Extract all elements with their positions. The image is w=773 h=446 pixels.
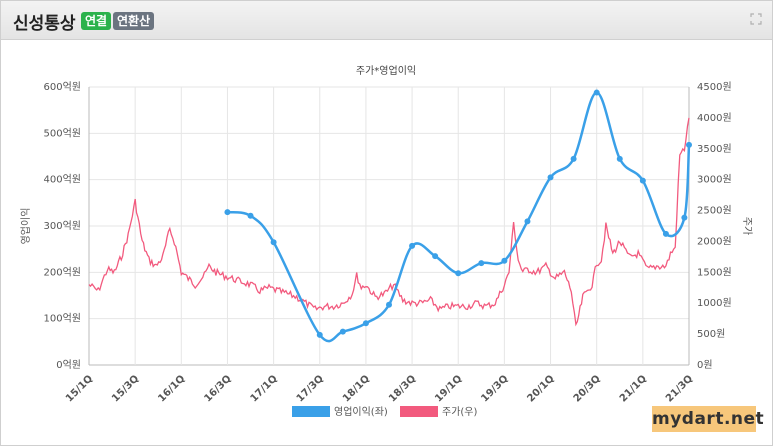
series-layer [88, 89, 692, 343]
right-tick-label: 500원 [697, 328, 725, 340]
right-tick-label: 1500원 [697, 266, 732, 278]
expand-icon[interactable] [750, 13, 762, 25]
right-tick-label: 2500원 [697, 205, 732, 217]
x-axis-ticks: 15/1Q 15/3Q 16/1Q 16/3Q 17/1Q 17/3Q 18/1Q 18/3Q… [64, 373, 695, 404]
right-tick-label: 4000원 [697, 112, 732, 124]
left-tick-label: 100억원 [44, 313, 82, 325]
left-axis-label: 영업이익 [19, 208, 32, 245]
legend-label-stock-price[interactable]: 주가(우) [442, 406, 478, 418]
x-tick-label: 16/1Q [156, 373, 187, 404]
left-tick-label: 300억원 [44, 220, 82, 232]
company-name: 신성통상 [13, 14, 76, 34]
x-tick-label: 15/3Q [110, 373, 141, 404]
right-tick-label: 3500원 [697, 143, 732, 155]
operating-profit-point [501, 257, 508, 264]
operating-profit-point [316, 331, 323, 338]
left-tick-label: 600억원 [44, 81, 82, 93]
operating-profit-point [639, 177, 646, 184]
legend-swatch-operating-profit[interactable] [292, 406, 330, 417]
x-tick-label: 18/1Q [341, 373, 372, 404]
stock-price-line [88, 117, 690, 327]
operating-profit-point [247, 212, 254, 219]
left-tick-label: 500억원 [44, 127, 82, 139]
operating-profit-point [616, 155, 623, 162]
right-tick-label: 3000원 [697, 174, 732, 186]
operating-profit-point [455, 270, 462, 277]
operating-profit-point [570, 155, 577, 162]
left-tick-label: 200억원 [44, 266, 82, 278]
right-axis-label: 주가 [741, 217, 753, 235]
legend-label-operating-profit[interactable]: 영업이익(좌) [334, 405, 388, 418]
operating-profit-point [386, 301, 392, 308]
consolidated-badge[interactable]: 연결 [81, 12, 112, 30]
left-tick-label: 0억원 [56, 359, 81, 371]
operating-profit-point [524, 218, 531, 225]
x-tick-label: 15/1Q [64, 373, 95, 404]
operating-profit-point [432, 253, 439, 260]
operating-profit-point [662, 230, 669, 237]
x-tick-label: 18/3Q [387, 373, 418, 404]
left-axis-ticks: 0억원 100억원 200억원 300억원 400억원 500억원 600억원 [44, 81, 82, 371]
x-tick-label: 16/3Q [202, 373, 233, 404]
annualized-badge[interactable]: 연환산 [113, 12, 155, 30]
operating-profit-point [409, 242, 416, 249]
panel-header: 신성통상 연결 연환산 [1, 1, 772, 40]
x-tick-label: 17/3Q [295, 373, 326, 404]
x-tick-label: 21/1Q [618, 373, 649, 404]
operating-profit-point [362, 320, 369, 327]
operating-profit-point [224, 209, 231, 216]
x-tick-label: 17/1Q [249, 373, 280, 404]
legend-swatch-stock-price[interactable] [400, 406, 438, 417]
left-tick-label: 400억원 [44, 174, 82, 186]
x-tick-label: 19/1Q [433, 373, 464, 404]
right-tick-label: 1000원 [697, 297, 732, 309]
operating-profit-point [681, 214, 688, 221]
grid-lines [88, 86, 690, 366]
operating-profit-point [547, 174, 554, 181]
x-tick-label: 20/1Q [526, 373, 557, 404]
legend: 영업이익(좌) 주가(우) [292, 405, 478, 418]
x-tick-label: 21/3Q [664, 373, 695, 404]
operating-profit-point [339, 328, 346, 335]
operating-profit-point [270, 239, 277, 246]
watermark: mydart.net [652, 406, 764, 432]
operating-profit-point [686, 141, 692, 148]
x-tick-label: 20/3Q [572, 373, 603, 404]
x-tick-label: 19/3Q [479, 373, 510, 404]
right-axis-ticks: 0원 500원 1000원 1500원 2000원 2500원 3000원 3500원 4000… [697, 81, 732, 371]
operating-profit-point [478, 260, 485, 267]
chart-title: 주가*영업이익 [356, 64, 416, 77]
right-tick-label: 4500원 [697, 81, 732, 93]
right-tick-label: 2000원 [697, 235, 732, 247]
right-tick-label: 0원 [697, 359, 713, 371]
combo-chart: 주가*영업이익 0억원 100억원 200억원 300억원 400억원 500억원 600억… [19, 64, 753, 418]
operating-profit-point [593, 89, 600, 96]
